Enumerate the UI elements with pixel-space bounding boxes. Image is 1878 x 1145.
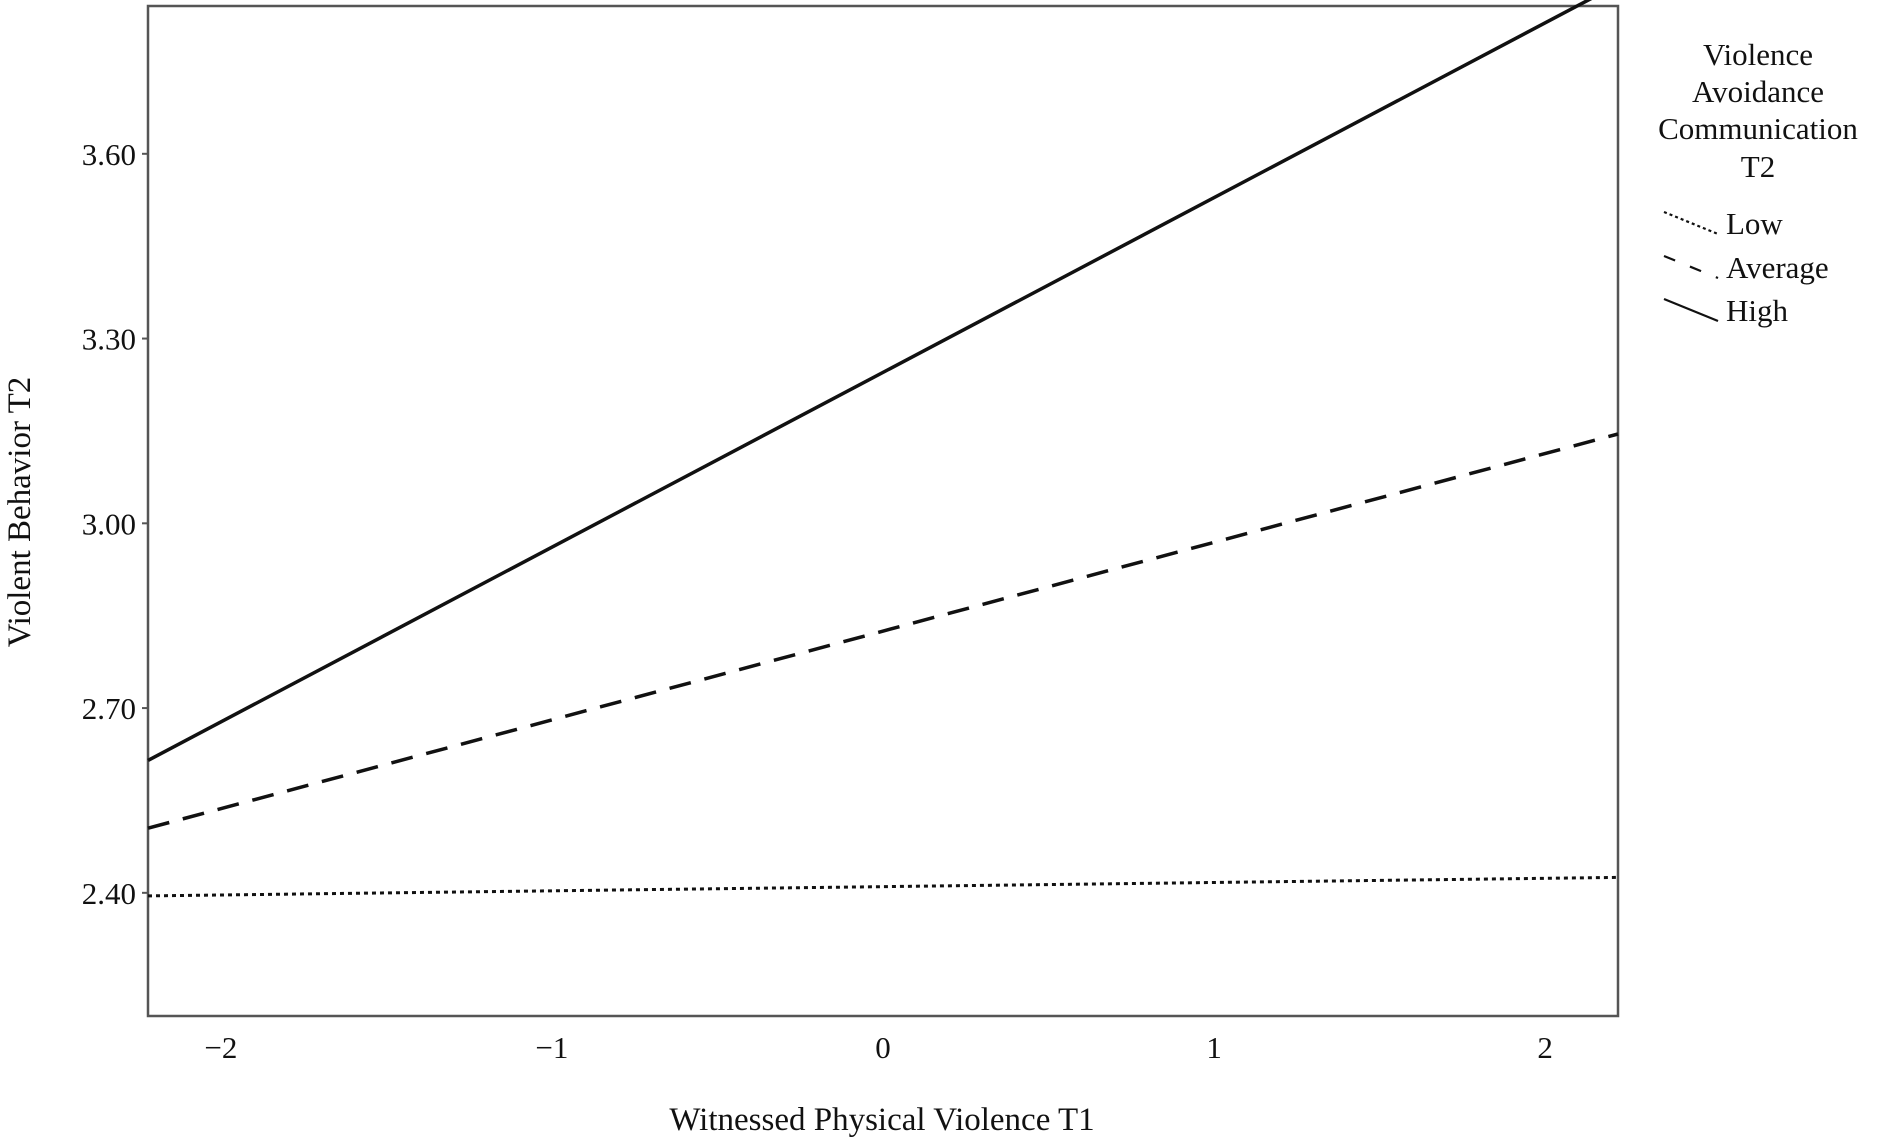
y-tick-label: 3.00 [82,506,136,541]
y-axis-title: Violent Behavior T2 [2,377,38,648]
legend-label: Average [1726,250,1829,285]
series-line-average [147,432,1619,830]
legend-items: Low Average High [1663,206,1829,328]
x-tick-label: 1 [1206,1030,1222,1065]
x-tick-label: 0 [875,1030,891,1065]
legend-label: High [1726,293,1789,328]
x-tick-label: 2 [1537,1030,1553,1065]
y-tick-label: 3.60 [82,137,136,172]
y-tick-label: 2.70 [82,691,136,726]
y-tick-label: 3.30 [82,322,136,357]
series-layer [147,0,1619,898]
legend-title-line: Avoidance [1692,74,1824,109]
legend-title-line: Communication [1658,111,1858,146]
series-line-low [147,875,1619,898]
plot-border [146,4,1620,1018]
y-tick-label: 2.40 [82,876,136,911]
series-line-high [147,0,1593,762]
legend-title-line: T2 [1741,149,1775,184]
legend-title-line: Violence [1703,37,1813,72]
legend-swatch-average [1663,254,1719,280]
legend-swatch-high [1663,297,1719,323]
legend: Violence Avoidance Communication T2 Low A… [1658,37,1858,328]
legend-label: Low [1726,206,1783,241]
x-axis-title: Witnessed Physical Violence T1 [669,1102,1094,1138]
x-tick-label: −2 [204,1030,237,1065]
legend-swatch-low [1663,210,1719,236]
x-axis: −2 −1 0 1 2 [204,1030,1553,1065]
x-tick-label: −1 [535,1030,568,1065]
plot-frame [146,4,1620,1018]
y-axis: 2.40 2.70 3.00 3.30 3.60 [82,137,148,911]
